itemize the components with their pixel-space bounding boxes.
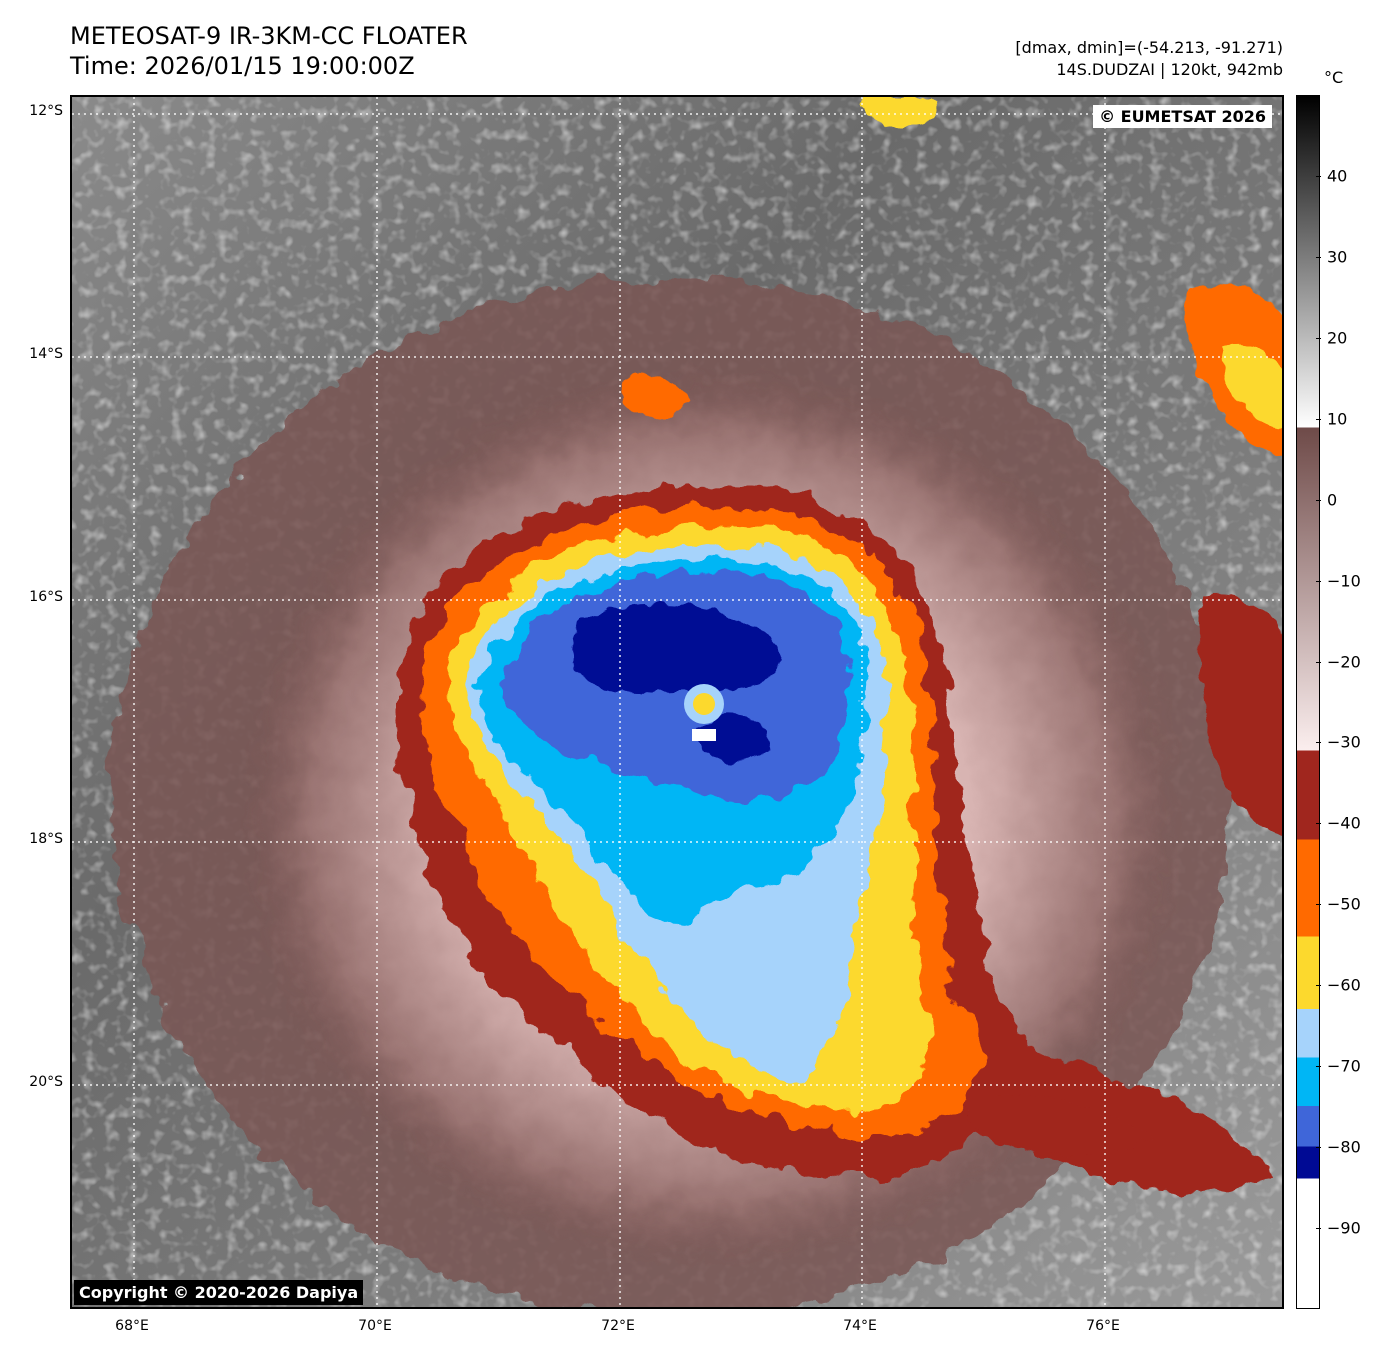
dapiya-copyright: Copyright © 2020-2026 Dapiya — [74, 1280, 364, 1305]
title-line-2: Time: 2026/01/15 19:00:00Z — [70, 52, 415, 80]
colorbar-tick-mark — [1316, 337, 1321, 339]
colorbar-tick-label: −10 — [1327, 571, 1361, 591]
lon-label-76e: 76°E — [1086, 1318, 1120, 1334]
colorbar-tick-mark — [1316, 661, 1321, 663]
map-image — [72, 97, 1282, 1307]
title-line-1: METEOSAT-9 IR-3KM-CC FLOATER — [70, 22, 468, 50]
graticule — [72, 97, 1282, 1307]
lon-label-74e: 74°E — [843, 1318, 877, 1334]
band-navy-arc — [722, 633, 778, 682]
colorbar-tick-label: 30 — [1327, 247, 1348, 267]
lat-label-16s: 16°S — [29, 589, 63, 605]
colorbar-tick-mark — [1316, 1228, 1321, 1230]
colorbar-tick-label: −90 — [1327, 1218, 1361, 1238]
colorbar-tick-label: 10 — [1327, 409, 1348, 429]
colorbar-tick-mark — [1316, 499, 1321, 501]
eye-white-patch — [692, 729, 716, 741]
colorbar-tick-mark — [1316, 985, 1321, 987]
colorbar-tick-label: −80 — [1327, 1137, 1361, 1157]
lon-label-72e: 72°E — [601, 1318, 635, 1334]
dmax-dmin-readout: [dmax, dmin]=(-54.213, -91.271) — [1015, 38, 1283, 57]
patch-se-red — [968, 1094, 1152, 1154]
patch-north-orange — [621, 373, 692, 418]
colorbar-tick-mark — [1316, 1066, 1321, 1068]
band-navy-east — [697, 713, 772, 762]
patch-right-upper-core — [1222, 344, 1282, 427]
colorbar-tick-label: −60 — [1327, 975, 1361, 995]
patch-east-red — [1197, 594, 1282, 836]
eumetsat-credit: © EUMETSAT 2026 — [1093, 105, 1272, 128]
lon-label-68e: 68°E — [115, 1318, 149, 1334]
colorbar-tick-label: 0 — [1327, 490, 1338, 510]
eye — [693, 693, 715, 715]
colorbar-unit: °C — [1324, 68, 1344, 87]
lat-label-20s: 20°S — [29, 1074, 63, 1090]
colorbar-tick-mark — [1316, 418, 1321, 420]
lat-label-12s: 12°S — [29, 103, 63, 119]
colorbar-tick-label: −70 — [1327, 1056, 1361, 1076]
colorbar-tick-mark — [1316, 175, 1321, 177]
colorbar-tick-label: 40 — [1327, 166, 1348, 186]
colorbar-tick-mark — [1316, 904, 1321, 906]
lat-label-18s: 18°S — [29, 831, 63, 847]
colorbar-tick-mark — [1316, 823, 1321, 825]
colorbar-tick-label: −40 — [1327, 813, 1361, 833]
lon-label-70e: 70°E — [358, 1318, 392, 1334]
colorbar-tick-label: −30 — [1327, 732, 1361, 752]
lat-label-14s: 14°S — [29, 346, 63, 362]
colorbar-tick-label: 20 — [1327, 328, 1348, 348]
satellite-map[interactable]: © EUMETSAT 2026 Copyright © 2020-2026 Da… — [70, 95, 1284, 1309]
colorbar-tick-mark — [1316, 256, 1321, 258]
storm-info: 14S.DUDZAI | 120kt, 942mb — [1056, 60, 1283, 79]
colorbar — [1296, 95, 1320, 1309]
colorbar-tick-label: −20 — [1327, 652, 1361, 672]
colorbar-tick-label: −50 — [1327, 894, 1361, 914]
colorbar-tick-mark — [1316, 1147, 1321, 1149]
patch-top-right — [862, 97, 936, 127]
colorbar-tick-mark — [1316, 580, 1321, 582]
colorbar-tick-mark — [1316, 742, 1321, 744]
